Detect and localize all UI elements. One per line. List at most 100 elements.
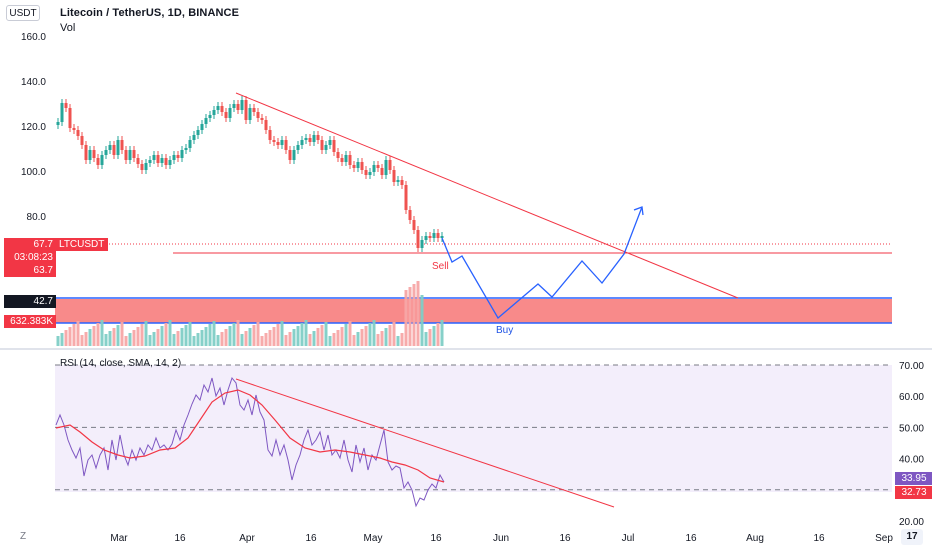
candle-body [324, 145, 328, 150]
candle-body [436, 233, 440, 238]
volume-bar [140, 324, 144, 346]
price-axis-tick: 160.0 [21, 32, 46, 43]
candle-body [328, 140, 332, 145]
candle-body [340, 158, 344, 162]
candle-body [100, 155, 104, 165]
volume-bar [432, 326, 436, 346]
price-axis-tick: 100.0 [21, 167, 46, 178]
candle-body [428, 236, 432, 238]
rsi-axis-tick: 50.00 [899, 423, 924, 434]
time-axis-tick: 16 [685, 533, 697, 544]
candle-body [420, 240, 424, 248]
price-trendline [235, 92, 739, 299]
candle-body [196, 130, 200, 135]
volume-bar [300, 323, 304, 346]
candle-body [180, 150, 184, 158]
volume-bar [288, 332, 292, 346]
candle-body [204, 118, 208, 124]
time-axis-tick: 16 [559, 533, 571, 544]
volume-bar [268, 330, 272, 346]
volume-bar [100, 320, 104, 346]
volume-bar [276, 324, 280, 346]
candle-body [224, 112, 228, 118]
volume-bar [104, 334, 108, 346]
time-axis-tick: 16 [430, 533, 442, 544]
volume-bar [352, 335, 356, 346]
time-axis-tick: Jun [493, 533, 509, 544]
volume-bar [224, 329, 228, 346]
currency-badge[interactable]: USDT [6, 5, 40, 21]
candle-body [412, 220, 416, 230]
candle-body [308, 138, 312, 142]
candle-body [240, 100, 244, 110]
candle-body [272, 140, 276, 142]
volume-bar [440, 320, 444, 346]
volume-bar [136, 327, 140, 346]
volume-bar [328, 336, 332, 346]
volume-bar [200, 330, 204, 346]
volume-bar [164, 323, 168, 346]
volume-label[interactable]: Vol [60, 22, 76, 34]
price-axis-tick: 80.0 [27, 212, 47, 223]
candle-body [440, 236, 444, 238]
candle-body [136, 158, 140, 164]
candle-body [156, 155, 160, 163]
candle-body [276, 142, 280, 145]
volume-bar [272, 327, 276, 346]
candle-body [212, 110, 216, 115]
volume-bar [292, 329, 296, 346]
candle-body [120, 140, 124, 150]
volume-bar [108, 331, 112, 346]
rsi-sma-tag: 32.73 [895, 486, 932, 499]
candle-body [128, 150, 132, 160]
volume-bar [84, 332, 88, 346]
candle-body [416, 230, 420, 248]
candle-body [236, 104, 240, 110]
candle-body [84, 145, 88, 160]
rsi-sma-line [55, 389, 445, 483]
volume-bar [396, 336, 400, 346]
volume-bar [80, 335, 84, 346]
volume-bar [364, 326, 368, 346]
volume-bar [172, 334, 176, 346]
candle-body [124, 150, 128, 160]
projection-arrowhead [633, 206, 644, 216]
volume-bar [60, 333, 64, 346]
price-axis-tick: 120.0 [21, 122, 46, 133]
countdown-tag: 03:08:23 [4, 251, 56, 264]
volume-bar [68, 327, 72, 346]
volume-bar [368, 323, 372, 346]
candle-body [68, 108, 72, 128]
volume-bar [220, 332, 224, 346]
time-axis-tick: Apr [239, 533, 255, 544]
candle-body [332, 140, 336, 152]
price-axis-tick: 140.0 [21, 77, 46, 88]
box-price-tag: 42.7 [4, 295, 56, 308]
candle-body [216, 106, 220, 110]
rsi-value-tag: 33.95 [895, 472, 932, 485]
candle-body [144, 163, 148, 170]
candle-body [252, 108, 256, 112]
candle-body [292, 150, 296, 160]
volume-bar [340, 327, 344, 346]
volume-bar [336, 330, 340, 346]
volume-bar [424, 332, 428, 346]
rsi-label[interactable]: RSI (14, close, SMA, 14, 2) [60, 358, 182, 369]
volume-bar [320, 325, 324, 346]
sell-label: Sell [432, 261, 449, 272]
candle-body [356, 162, 360, 168]
candle-body [96, 158, 100, 165]
candle-body [352, 165, 356, 168]
volume-bar [188, 322, 192, 346]
volume-bar [304, 320, 308, 346]
timezone-button[interactable]: Z [20, 531, 27, 542]
candle-body [168, 160, 172, 165]
candle-body [312, 135, 316, 142]
sell-zone-box [55, 299, 892, 323]
symbol-title[interactable]: Litecoin / TetherUS, 1D, BINANCE [60, 7, 240, 19]
rsi-trendline [235, 378, 615, 508]
tradingview-logo[interactable]: 17 [901, 529, 923, 545]
volume-bar [72, 324, 76, 346]
candle-body [108, 145, 112, 150]
